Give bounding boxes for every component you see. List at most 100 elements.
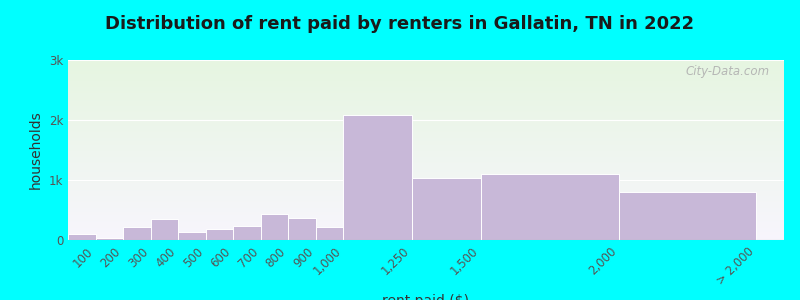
Bar [68,205,784,206]
Bar [316,227,343,240]
Bar [68,202,784,203]
Bar [68,67,784,68]
Bar [68,97,784,98]
Bar [68,203,784,204]
Bar [68,96,784,97]
Bar [68,208,784,209]
Bar [68,226,784,227]
Bar [68,204,784,205]
Bar [68,115,784,116]
Bar [68,211,784,212]
Bar [68,160,784,161]
Bar [68,135,784,136]
Bar [68,109,784,110]
Bar [261,214,288,240]
Bar [68,82,784,83]
Bar [68,213,784,214]
Bar [68,118,784,119]
Bar [68,99,784,100]
Bar [68,161,784,162]
Bar [68,200,784,201]
Bar [68,170,784,171]
Bar [68,126,784,127]
Bar [68,212,784,213]
Bar [95,238,123,240]
Bar [68,64,784,65]
Bar [68,171,784,172]
Bar [68,133,784,134]
Bar [68,86,784,87]
Bar [68,201,784,202]
Bar [68,66,784,67]
Bar [68,95,784,96]
Bar [68,167,784,168]
Bar [68,112,784,113]
Bar [68,146,784,147]
Bar [68,224,784,225]
Bar [68,181,784,182]
Bar [68,207,784,208]
Bar [68,121,784,122]
Bar [68,210,784,211]
Bar [123,227,150,240]
Bar [68,117,784,118]
Bar [68,220,784,221]
Bar [68,229,784,230]
Bar [68,219,784,220]
Bar [68,93,784,94]
Bar [68,239,784,240]
Bar [68,70,784,71]
Bar [68,65,784,66]
Bar [68,234,95,240]
Bar [68,184,784,185]
Bar [68,143,784,144]
Bar [68,108,784,109]
Bar [68,149,784,150]
Bar [68,98,784,99]
Bar [68,127,784,128]
Bar [68,183,784,184]
Bar [68,198,784,199]
Bar [68,216,784,217]
Bar [68,130,784,131]
Bar [68,89,784,90]
Bar [234,226,261,240]
Bar [68,147,784,148]
Bar [68,173,784,174]
Bar [68,75,784,76]
Bar [68,235,784,236]
Bar [68,87,784,88]
Bar [68,225,784,226]
Bar [68,178,784,179]
Bar [68,81,784,82]
Bar [68,139,784,140]
Bar [343,115,412,240]
Bar [68,103,784,104]
Bar [68,102,784,103]
Bar [68,83,784,84]
Bar [68,63,784,64]
Bar [68,113,784,114]
Bar [68,168,784,169]
Bar [68,162,784,163]
Bar [68,79,784,80]
Bar [68,141,784,142]
Bar [481,174,618,240]
Bar [68,132,784,133]
Bar [68,106,784,107]
Bar [68,76,784,77]
Bar [68,80,784,81]
Bar [68,199,784,200]
Bar [68,101,784,102]
Bar [68,119,784,120]
Bar [68,236,784,237]
Bar [68,62,784,63]
Bar [68,237,784,238]
Bar [68,155,784,156]
Bar [206,229,234,240]
Bar [68,91,784,92]
Bar [68,196,784,197]
Bar [68,165,784,166]
Bar [68,158,784,159]
Bar [68,136,784,137]
